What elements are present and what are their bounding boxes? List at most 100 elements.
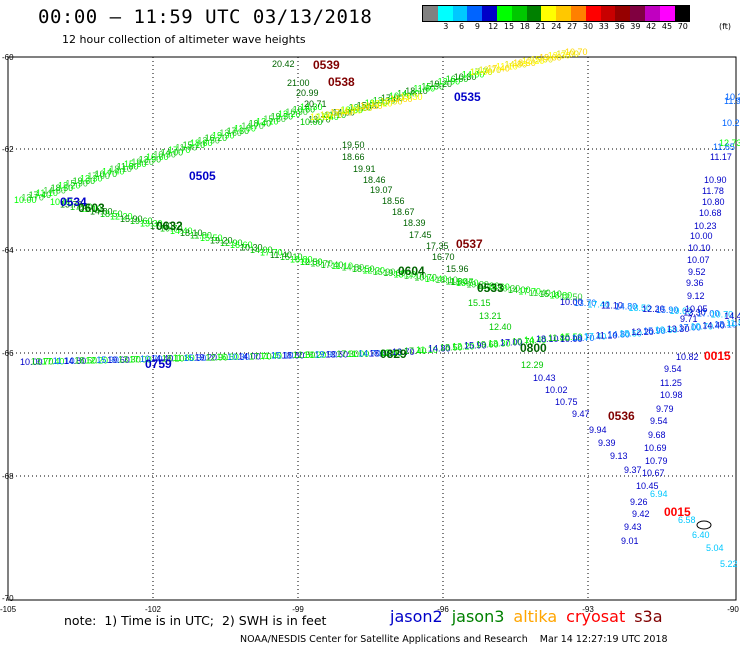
track-point: 12.10 [256, 116, 279, 126]
track-point: 14.40 [524, 335, 547, 345]
track-point: 17.70 [249, 351, 272, 361]
pass-time-label: 0800 [520, 341, 547, 355]
track-point: 12.90 [220, 238, 243, 248]
track-point: 15.90 [96, 355, 119, 365]
track-point: 13.70 [31, 357, 54, 367]
pass-time-label: 0829 [380, 347, 407, 361]
track-point: 12.50 [197, 135, 220, 145]
track-point: 19.60 [107, 355, 130, 365]
track-point: 17.40 [487, 63, 510, 73]
track-point: 10.30 [454, 72, 477, 82]
legend-label: 70 [677, 22, 688, 31]
track-point: 11.80 [413, 84, 435, 94]
track-point: 17.70 [470, 67, 493, 77]
track-value: 9.71 [680, 314, 698, 324]
track-value: 5.22 [720, 559, 738, 569]
lat-tick-label: -60 [2, 53, 14, 62]
legend-swatch [600, 6, 616, 21]
track-point: 18.50 [440, 343, 463, 353]
track-point: 12.90 [438, 77, 461, 87]
track-value: 12.73 [719, 138, 740, 148]
track-point: 13.70 [479, 65, 502, 75]
track-point: 10.70 [414, 272, 437, 282]
track-point: 13.30 [373, 96, 396, 106]
track-point: 17.40 [70, 202, 93, 212]
track-value: 9.42 [632, 509, 650, 519]
track-value: 9.47 [572, 409, 590, 419]
legend-label: 27 [567, 22, 578, 31]
track-point: 10.00 [300, 257, 323, 267]
track-point: 13.70 [574, 298, 597, 308]
track-value: 18.56 [382, 196, 405, 206]
track-point: 16.60 [446, 74, 469, 84]
track-value: 11.25 [660, 378, 682, 388]
track-point: 12.20 [642, 304, 665, 314]
satellite-s3a-label: s3a [634, 607, 663, 626]
track-value: 10.00 [690, 231, 713, 241]
track-point: 12.20 [370, 99, 393, 109]
track-point: 12.20 [452, 342, 475, 352]
track-value: 9.52 [688, 267, 706, 277]
track-value: 10.2 [725, 92, 740, 102]
track-point: 13.60 [325, 349, 348, 359]
track-point: 17.70 [518, 286, 541, 296]
track-point: 18.10 [738, 312, 740, 322]
track-point: 12.90 [139, 154, 162, 164]
track-value: 9.94 [589, 425, 607, 435]
track-point: 14.80 [505, 60, 528, 70]
track-point: 10.00 [560, 297, 583, 307]
track-point: 11.80 [548, 333, 570, 343]
track-point: 19.60 [73, 176, 96, 186]
legend-swatch [556, 6, 571, 21]
track-point: 10.70 [389, 91, 412, 101]
track-value: 6.40 [692, 530, 710, 540]
track-value: 10.21 [722, 118, 740, 128]
track-point: 12.20 [85, 355, 108, 365]
track-point: 17.00 [500, 337, 523, 347]
legend-swatch [570, 6, 586, 21]
track-point: 17.70 [260, 247, 283, 257]
track-value: 9.54 [650, 416, 668, 426]
track-point: 14.30 [300, 102, 323, 112]
legend-label: 42 [646, 22, 657, 31]
track-point: 15.50 [184, 353, 207, 363]
legend-label: 12 [488, 22, 499, 31]
track-value: 10.23 [694, 221, 717, 231]
track-value: 5.04 [706, 543, 724, 553]
track-point: 13.70 [320, 110, 343, 120]
track-point: 18.80 [190, 138, 213, 148]
track-point: 15.50 [421, 81, 444, 91]
lat-tick-label: -68 [2, 472, 14, 481]
track-point: 14.00 [161, 147, 184, 157]
track-point: 15.90 [65, 178, 88, 188]
track-point: 12.50 [293, 350, 316, 360]
legend-swatch [674, 6, 690, 21]
track-point: 14.00 [250, 245, 273, 255]
track-point: 13.30 [80, 174, 103, 184]
legend-label: 9 [474, 22, 480, 31]
legend-label: 21 [535, 22, 546, 31]
track-point: 11.10 [331, 261, 353, 271]
track-point: 11.40 [175, 143, 197, 153]
track-value: 9.39 [598, 438, 616, 448]
track-point: 17.00 [556, 49, 579, 59]
track-point: 19.20 [430, 79, 453, 89]
lat-tick-label: -62 [2, 145, 14, 154]
track-point: 17.40 [316, 112, 339, 122]
track-point: 19.20 [131, 157, 154, 167]
track-point: 11.10 [601, 300, 623, 310]
legend-swatch [437, 6, 453, 21]
track-value: 17.45 [409, 230, 432, 240]
track-value: 10.98 [660, 390, 683, 400]
track-point: 18.50 [340, 105, 363, 115]
track-point: 17.00 [87, 171, 110, 181]
track-point: 15.10 [280, 252, 303, 262]
track-point: 10.70 [95, 169, 118, 179]
legend-label: 24 [551, 22, 562, 31]
track-point: 18.10 [435, 275, 458, 285]
legend-swatch [615, 6, 631, 21]
color-scale-labels: 3 6 9 12 15 18 21 24 27 30 33 36 39 42 45 70 (ft) [422, 22, 732, 34]
track-value: 9.68 [648, 430, 666, 440]
track-point: 10.70 [512, 336, 535, 346]
track-point: 11.10 [324, 110, 346, 120]
